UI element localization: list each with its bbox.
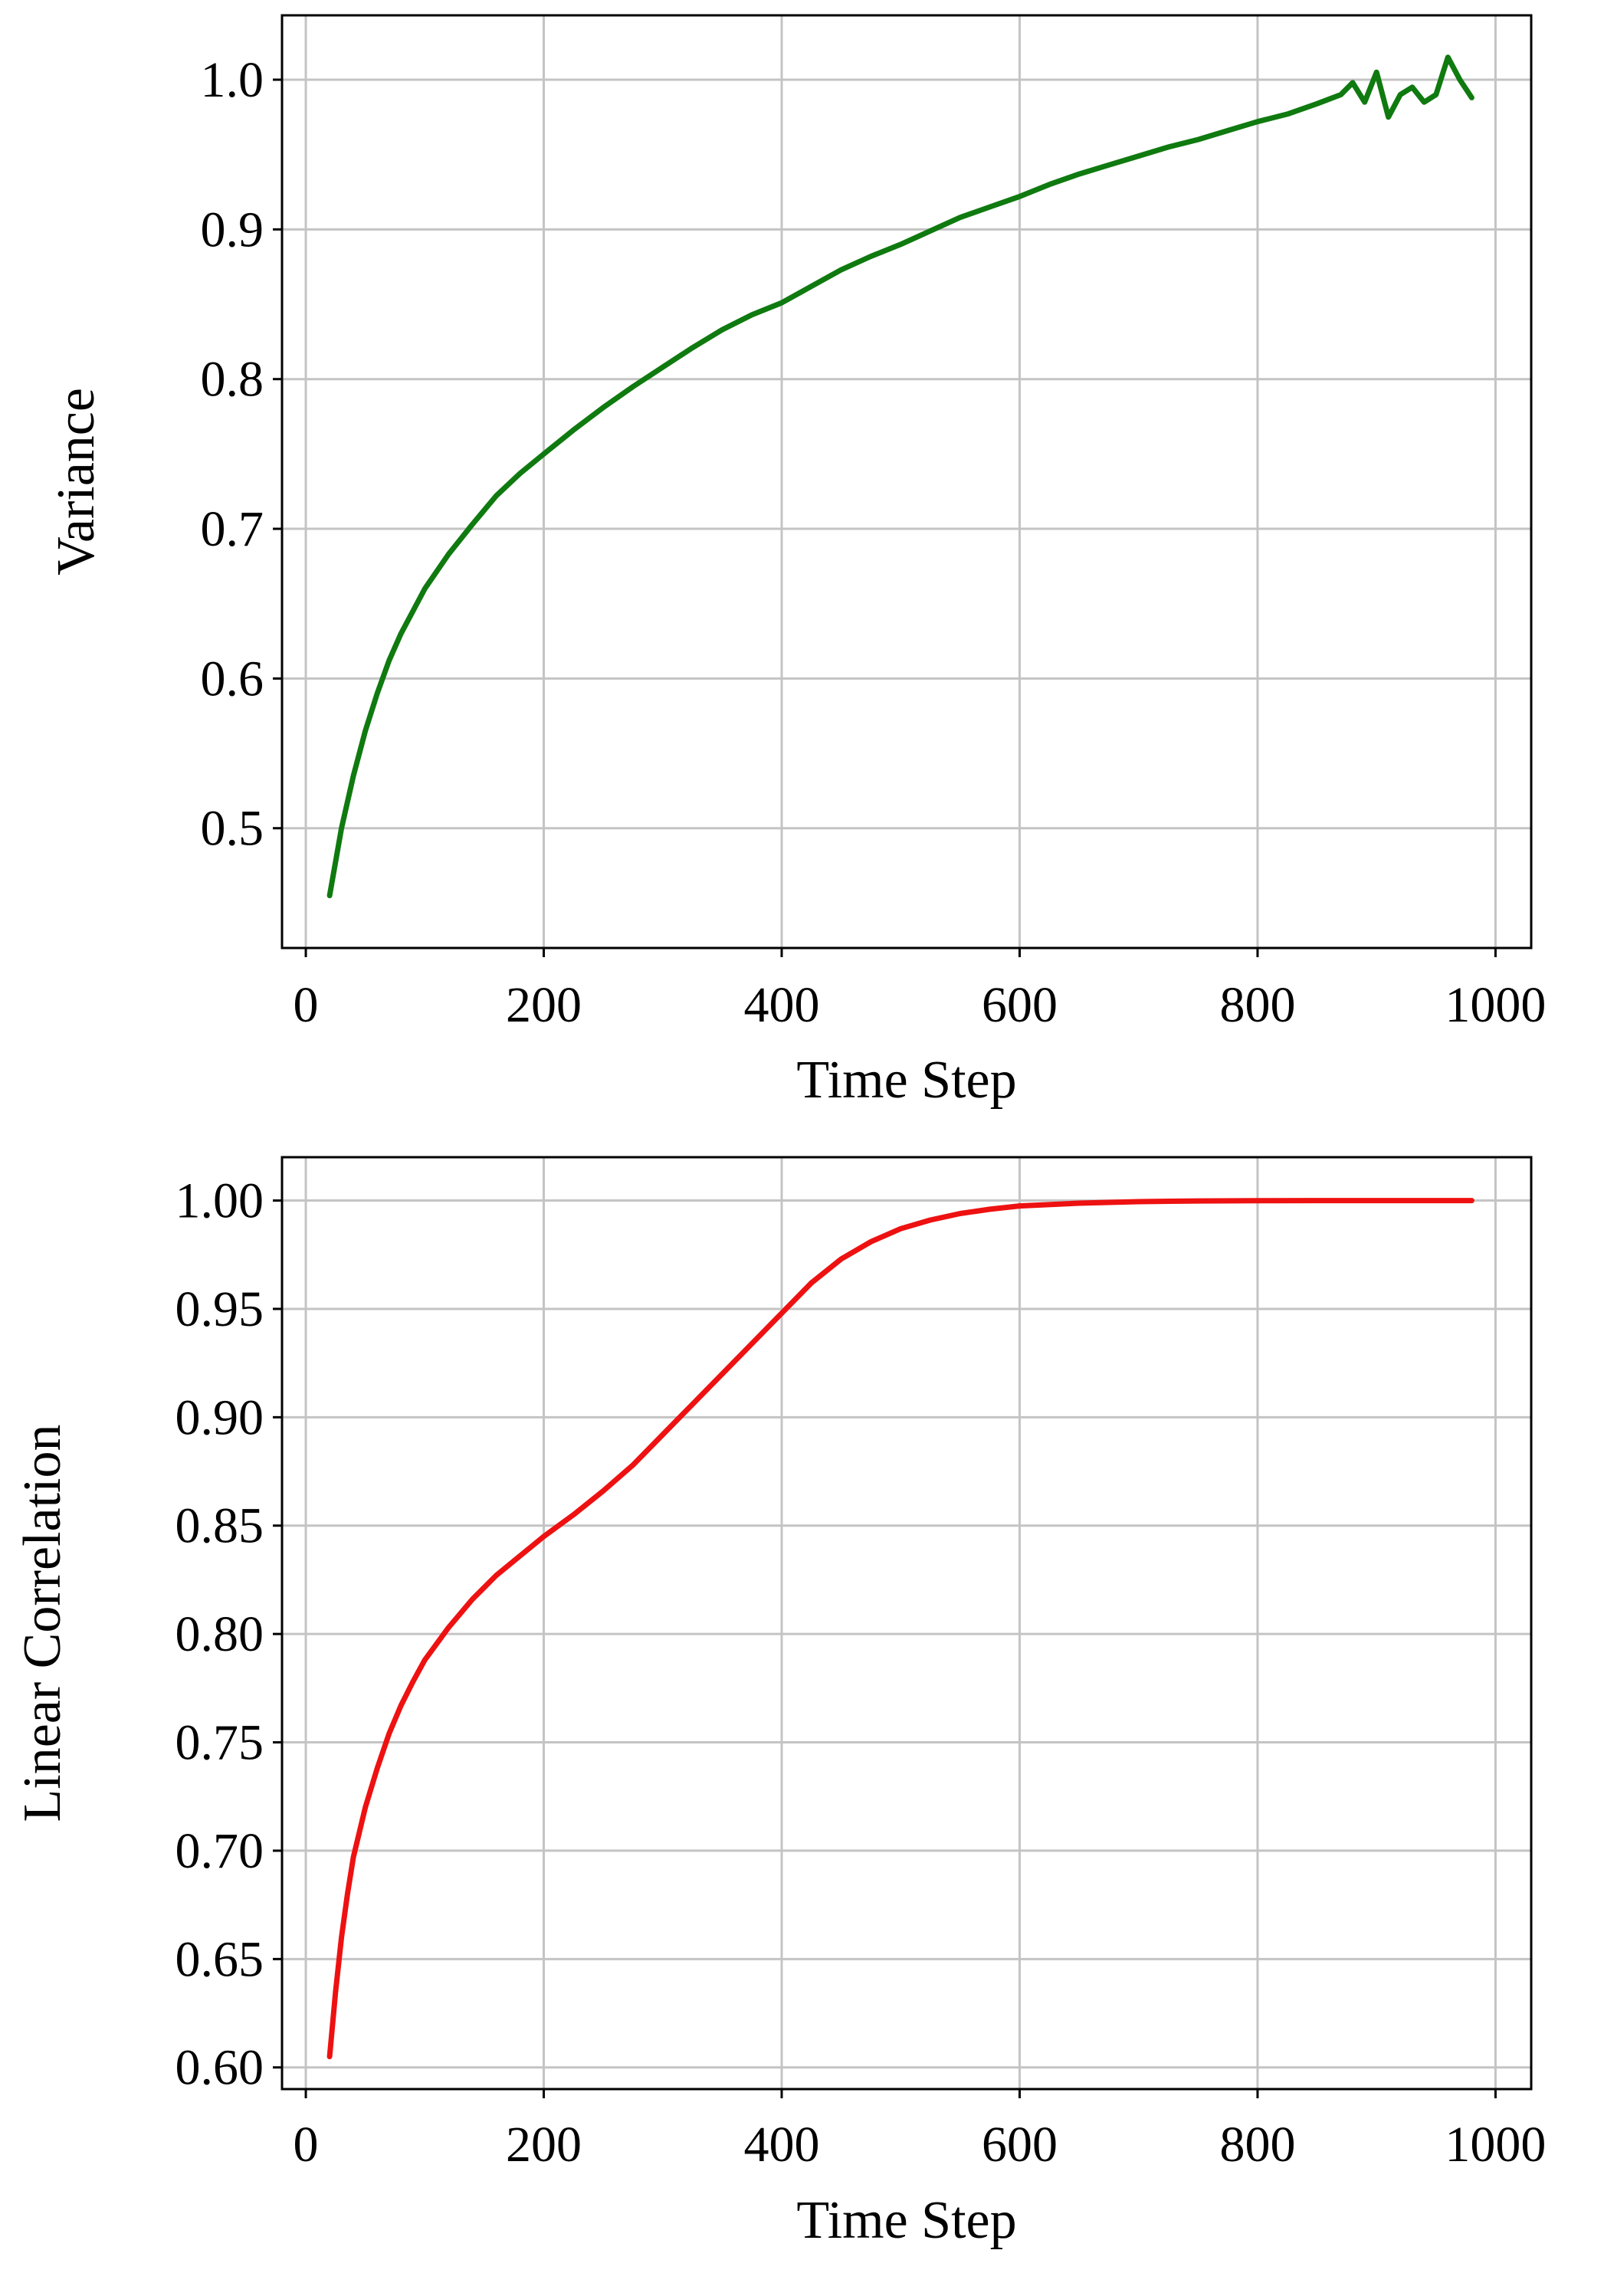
x-tick-label: 1000 [1445, 2117, 1546, 2173]
x-tick-label: 200 [506, 2117, 582, 2173]
x-axis-title: Time Step [796, 2191, 1016, 2250]
linear-correlation-chart: 0 200 400 600 800 1000 0.60 0.65 0.70 0.75 0.80 0.8… [13, 1156, 1546, 2250]
y-tick-label: 0.75 [175, 1715, 264, 1771]
x-axis-title: Time Step [796, 1051, 1016, 1110]
x-tick-label: 800 [1219, 977, 1295, 1033]
y-tick-label: 0.7 [201, 501, 264, 557]
y-tick-label: 1.0 [201, 52, 264, 108]
series-line [326, 54, 1474, 899]
y-tick-label: 0.8 [201, 352, 264, 408]
y-tick-label: 0.9 [201, 202, 264, 257]
x-tick-label: 400 [744, 977, 820, 1033]
y-axis-title: Linear Correlation [13, 1425, 72, 1822]
x-tick-label: 200 [506, 977, 582, 1033]
y-tick-label: 0.60 [175, 2040, 264, 2096]
y-tick-label: 0.85 [175, 1498, 264, 1554]
y-tick-label: 1.00 [175, 1173, 264, 1229]
y-tick-label: 0.95 [175, 1281, 264, 1337]
plot-frame [280, 1156, 1533, 2091]
y-tick-label: 0.90 [175, 1389, 264, 1445]
y-tick-label: 0.6 [201, 651, 264, 707]
y-tick-label: 0.70 [175, 1823, 264, 1879]
y-tick-label: 0.65 [175, 1931, 264, 1987]
plot-frame [280, 14, 1533, 950]
x-tick-label: 600 [982, 2117, 1058, 2173]
y-axis-title: Variance [47, 388, 106, 576]
y-tick-label: 0.5 [201, 801, 264, 857]
x-tick-label: 1000 [1445, 977, 1546, 1033]
x-tick-label: 0 [294, 977, 319, 1033]
y-tick-label: 0.80 [175, 1606, 264, 1662]
variance-chart: 0 200 400 600 800 1000 0.5 0.6 0.7 0.8 0.9 1.0 Time … [47, 14, 1546, 1110]
x-tick-label: 0 [294, 2117, 319, 2173]
x-tick-label: 400 [744, 2117, 820, 2173]
x-tick-label: 600 [982, 977, 1058, 1033]
x-tick-label: 800 [1219, 2117, 1295, 2173]
series-line [326, 1198, 1474, 2060]
